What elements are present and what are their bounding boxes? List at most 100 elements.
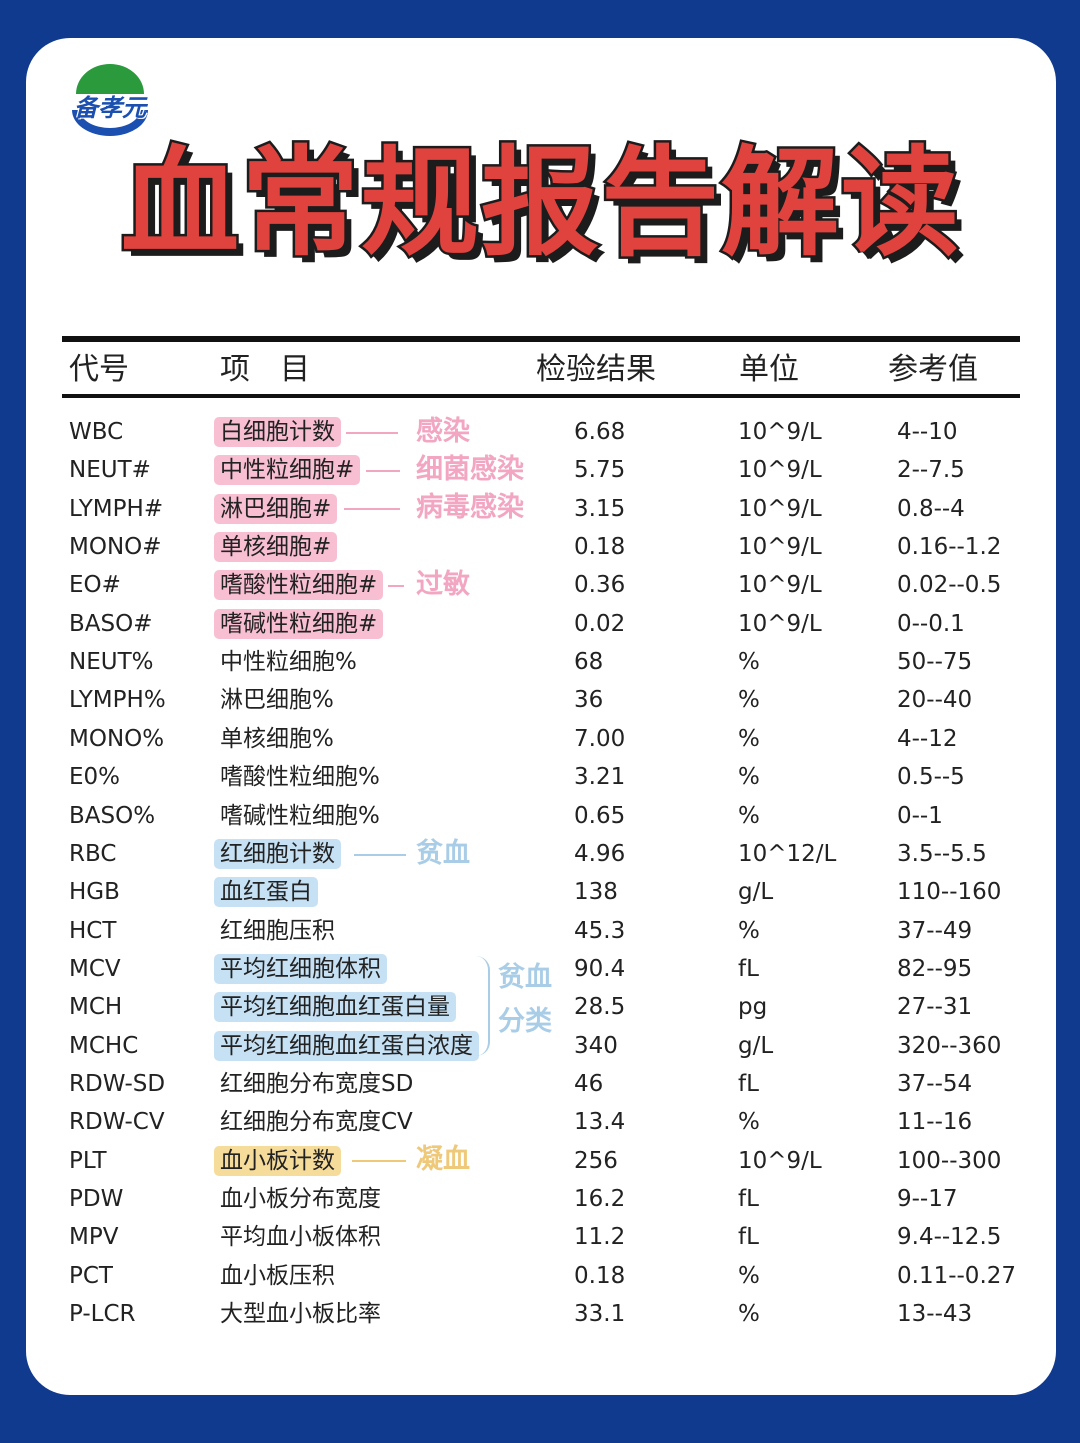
row-result: 11.2 [574,1224,626,1251]
table-row: HGB 血红蛋白 138 g/L 110--160 [26,873,1056,911]
row-item: 平均红细胞血红蛋白浓度 [214,1030,479,1061]
row-unit: 10^9/L [738,457,822,484]
row-unit: 10^9/L [738,534,822,561]
row-result: 45.3 [574,917,626,944]
row-ref: 0.5--5 [897,764,965,791]
annotation-line [354,854,406,856]
row-result: 138 [574,879,618,906]
table-row: RDW-SD 红细胞分布宽度SD 46 fL 37--54 [26,1065,1056,1103]
row-code: MPV [69,1224,119,1251]
row-unit: 10^9/L [738,419,822,445]
row-ref: 4--12 [897,725,958,752]
row-result: 16.2 [574,1186,626,1212]
row-code: PLT [69,1147,107,1174]
row-result: 3.21 [574,764,626,791]
annotation-line [344,508,400,510]
row-item: 中性粒细胞% [220,649,357,676]
row-code: PCT [69,1262,113,1289]
table-row: LYMPH% 淋巴细胞% 36% 20--40 [26,681,1056,719]
table-row: MPV 平均血小板体积 11.2 fL 9.4--12.5 [26,1218,1056,1256]
annotation-viral: 病毒感染 [416,492,524,523]
row-code: RDW-CV [69,1109,165,1136]
row-result: 4.96 [574,840,626,867]
row-result: 0.65 [574,802,626,829]
table-row: PDW 血小板分布宽度 16.2 fL 9--17 [26,1180,1056,1218]
annotation-anemia: 贫血 [416,838,470,869]
row-ref: 0--1 [897,802,943,829]
row-item: 血小板计数 [214,1145,341,1176]
row-unit: fL [738,1070,759,1097]
table-row: RDW-CV 红细胞分布宽度CV 13.4% 11--16 [26,1103,1056,1141]
table-row: MCV 平均红细胞体积 90.4 fL 82--95 [26,950,1056,988]
table-row: RBC 红细胞计数 4.96 10^12/L 3.5--5.5 [26,835,1056,873]
row-ref: 4--10 [897,419,958,445]
row-code: LYMPH# [69,495,164,522]
row-ref: 0.8--4 [897,495,965,522]
row-result: 0.18 [574,1262,626,1289]
row-item: 单核细胞% [220,725,334,752]
row-item: 嗜碱性粒细胞% [220,802,380,829]
row-result: 3.15 [574,495,626,522]
row-ref: 9--17 [897,1186,958,1212]
table-row: E0% 嗜酸性粒细胞% 3.21% 0.5--5 [26,758,1056,796]
row-result: 0.02 [574,610,626,637]
row-ref: 3.5--5.5 [897,840,987,867]
annotation-line [352,1160,406,1162]
annotation-anemia-class-2: 分类 [498,1006,552,1037]
row-result: 33.1 [574,1301,626,1328]
row-item: 单核细胞# [214,532,338,563]
annotation-line [366,470,400,472]
row-ref: 9.4--12.5 [897,1224,1002,1251]
row-code: PDW [69,1186,124,1212]
header-result: 检验结果 [536,352,656,387]
row-code: BASO# [69,610,153,637]
table-row: MONO% 单核细胞% 7.00% 4--12 [26,720,1056,758]
table-top-rule [62,336,1020,342]
row-ref: 0.16--1.2 [897,534,1002,561]
row-item: 白细胞计数 [214,417,341,447]
row-ref: 2--7.5 [897,457,965,484]
row-ref: 0.02--0.5 [897,572,1002,599]
row-unit: 10^9/L [738,1147,822,1174]
row-ref: 50--75 [897,649,973,676]
row-item: 红细胞计数 [214,838,341,869]
table-row: BASO% 嗜碱性粒细胞% 0.65% 0--1 [26,797,1056,835]
row-unit: fL [738,1186,759,1212]
table-row: MCHC 平均红细胞血红蛋白浓度 340 g/L 320--360 [26,1027,1056,1065]
row-result: 7.00 [574,725,626,752]
row-item: 血小板分布宽度 [220,1186,381,1212]
brand-logo: 备孝元 [62,60,158,136]
table-row: EO# 嗜酸性粒细胞# 0.36 10^9/L 0.02--0.5 [26,566,1056,604]
row-ref: 37--49 [897,917,973,944]
row-result: 5.75 [574,457,626,484]
row-ref: 82--95 [897,955,973,982]
row-item: 红细胞分布宽度SD [220,1070,414,1097]
row-result: 46 [574,1070,604,1097]
report-card: 备孝元 血常规报告解读 代号 项 目 检验结果 单位 参考值 WBC 白细胞计数 6… [26,38,1056,1395]
row-item: 平均红细胞血红蛋白量 [214,992,456,1023]
row-code: BASO% [69,802,156,829]
anemia-class-brace [474,956,490,1056]
row-ref: 13--43 [897,1301,973,1328]
row-unit: % [738,649,760,676]
row-result: 0.18 [574,534,626,561]
logo-emblem-icon [72,64,148,136]
row-code: HCT [69,917,117,944]
table-row: PCT 血小板压积 0.18% 0.11--0.27 [26,1257,1056,1295]
page-title: 血常规报告解读 [118,134,961,272]
row-code: MCV [69,955,121,982]
row-item: 平均血小板体积 [220,1224,381,1251]
row-unit: g/L [738,1032,774,1059]
table-row: P-LCR 大型血小板比率 33.1% 13--43 [26,1295,1056,1333]
row-unit: pg [738,994,768,1021]
annotation-allergy: 过敏 [416,569,470,600]
row-result: 256 [574,1147,618,1174]
row-ref: 20--40 [897,687,973,714]
header-code: 代号 [69,352,129,387]
row-item: 红细胞压积 [220,917,335,944]
row-code: WBC [69,419,124,445]
row-item: 平均红细胞体积 [214,953,387,984]
table-row: MONO# 单核细胞# 0.18 10^9/L 0.16--1.2 [26,528,1056,566]
row-unit: % [738,1301,760,1328]
row-unit: % [738,764,760,791]
